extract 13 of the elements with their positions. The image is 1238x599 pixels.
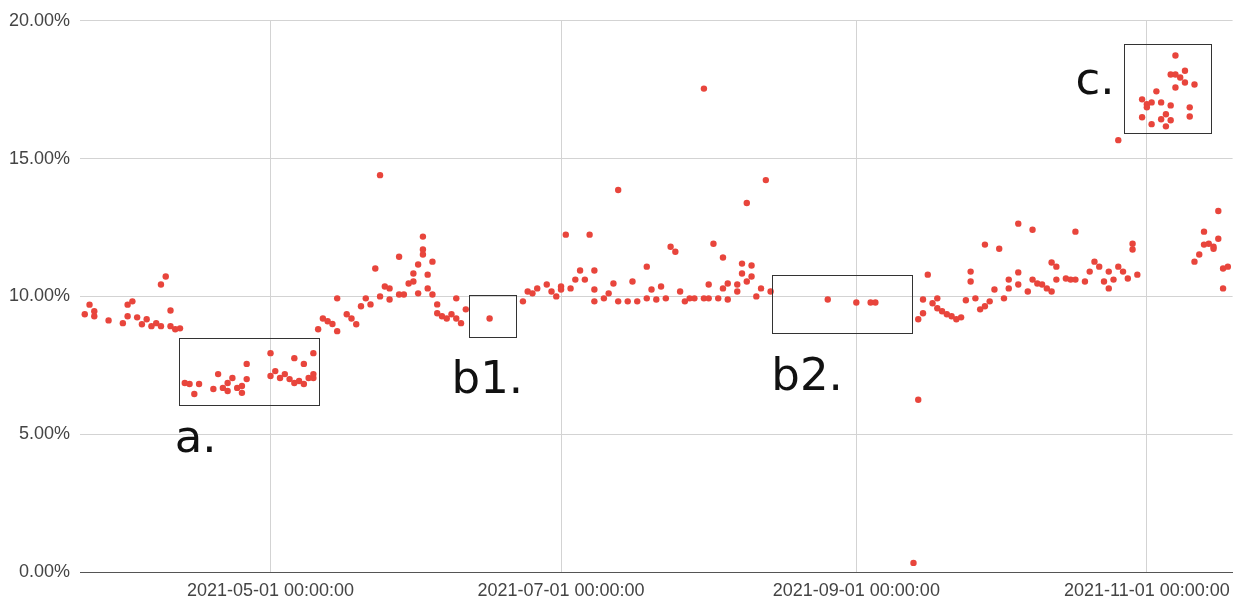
y-tick-label: 5.00% [18,423,70,444]
annotation: c. [1075,51,1115,105]
x-tick-label: 2021-09-01 00:00:00 [772,579,940,599]
annotation: b2. [771,348,843,402]
y-tick-label: 10.00% [8,285,70,306]
x-tick-label: 2021-05-01 00:00:00 [186,579,355,599]
x-tick-label: 2021-07-01 00:00:00 [477,579,645,599]
annotation: b1. [451,351,524,405]
y-tick-label: 15.00% [8,147,70,168]
x-tick-label: 2021-11-01 00:00:00 [1063,579,1230,599]
y-tick-label: 20.00% [8,9,70,30]
annotation: a. [174,410,217,464]
y-tick-label: 0.00% [18,560,70,581]
